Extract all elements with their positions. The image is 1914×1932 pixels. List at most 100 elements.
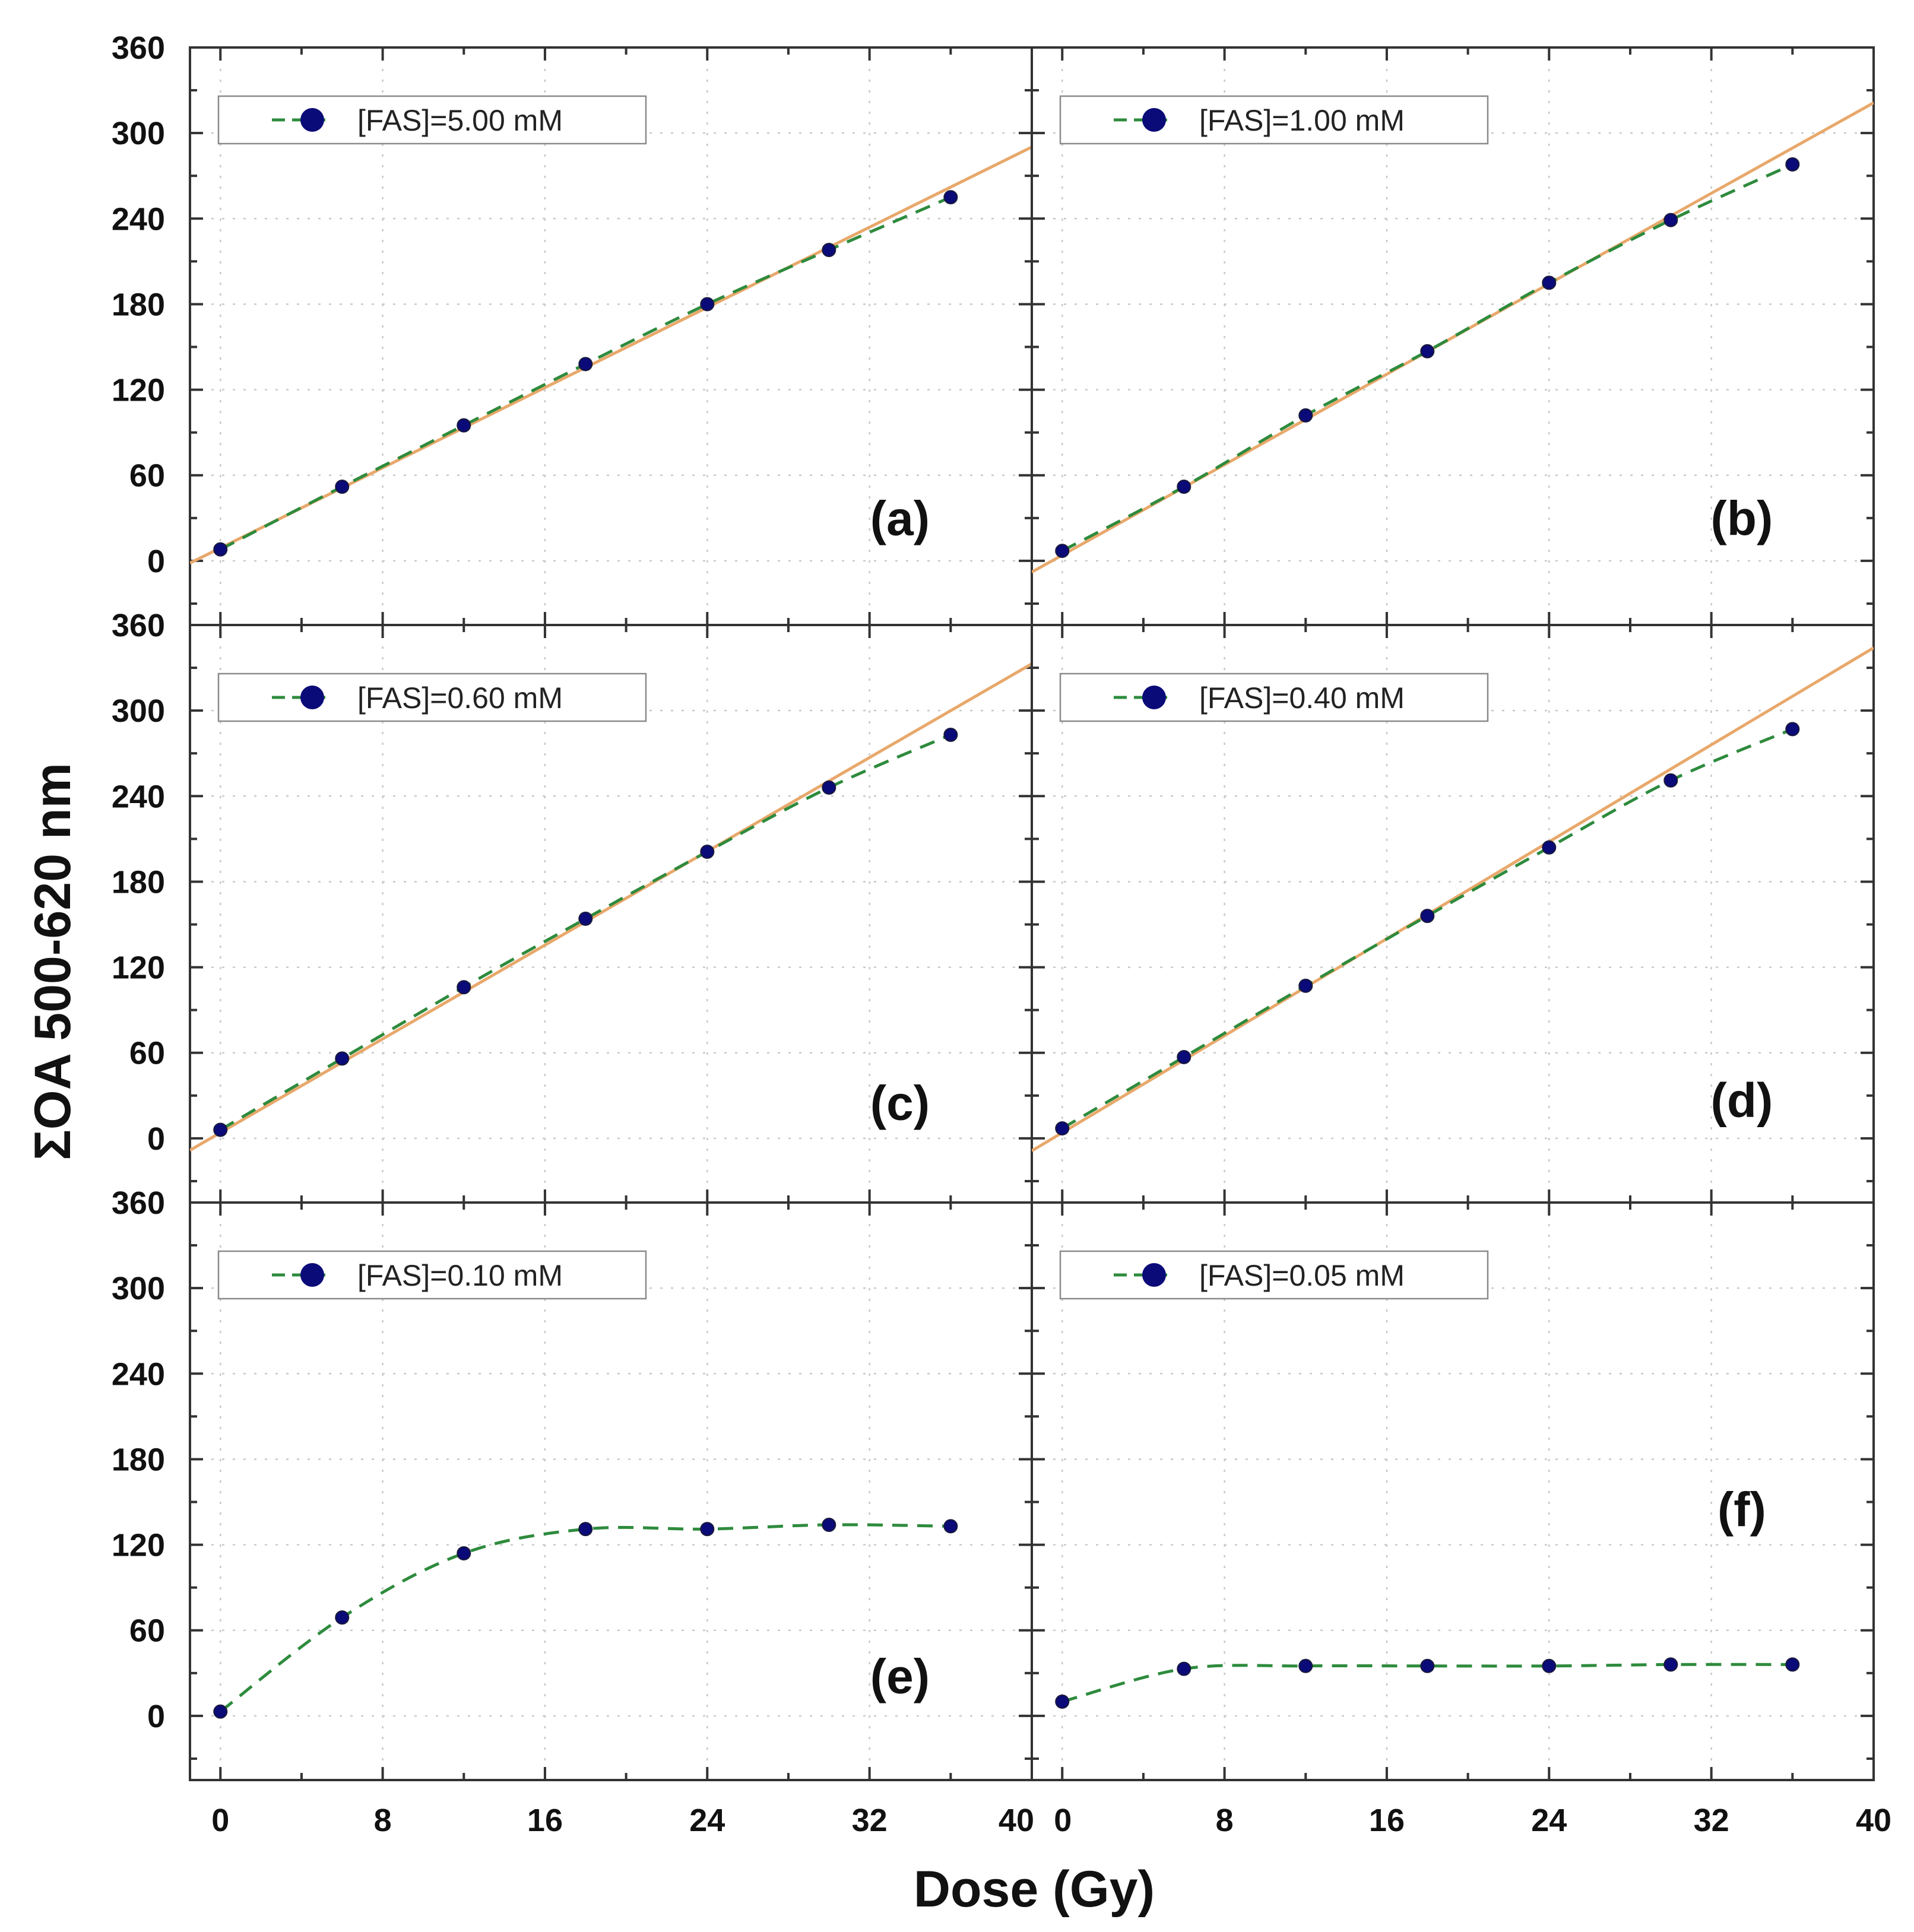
panel-tag: (e) xyxy=(870,1649,930,1703)
legend: [FAS]=0.05 mM xyxy=(1059,1250,1489,1300)
linear-fit-line xyxy=(1032,101,1874,574)
legend: [FAS]=0.60 mM xyxy=(217,672,647,722)
data-point xyxy=(943,727,958,742)
data-point xyxy=(1055,1694,1070,1709)
y-tick-label: 60 xyxy=(129,1036,165,1071)
legend-marker xyxy=(1142,1263,1166,1287)
legend-box xyxy=(1059,95,1489,145)
legend-box xyxy=(1059,672,1489,722)
data-point xyxy=(700,297,715,312)
x-tick-label: 0 xyxy=(211,1803,229,1838)
legend-box xyxy=(217,1250,647,1300)
series-dashed-line xyxy=(219,1523,951,1713)
linear-fit-line xyxy=(190,145,1032,564)
x-tick-label: 40 xyxy=(999,1803,1034,1838)
legend-marker xyxy=(1142,108,1166,132)
data-point xyxy=(1420,344,1435,359)
y-axis-title: ΣOA 500-620 nm xyxy=(24,763,81,1160)
y-tick-label: 60 xyxy=(129,458,165,494)
y-tick-label: 120 xyxy=(112,950,165,986)
data-point xyxy=(822,780,836,795)
data-point xyxy=(822,1517,836,1532)
data-point xyxy=(700,844,715,859)
y-tick-label: 180 xyxy=(112,864,165,900)
panel-a: 0 60 120 180 240 300 360 [FAS]=5.00 mM (a) xyxy=(112,30,1033,626)
data-point xyxy=(213,1122,228,1137)
x-tick-label: 32 xyxy=(1694,1803,1729,1838)
data-point xyxy=(213,1704,228,1719)
data-point xyxy=(943,1519,958,1534)
y-tick-label: 360 xyxy=(112,1185,165,1221)
plot-area xyxy=(1032,101,1874,574)
data-point xyxy=(822,243,836,258)
x-tick-label: 16 xyxy=(527,1803,563,1838)
legend-marker xyxy=(300,1263,324,1287)
plot-area xyxy=(213,1517,958,1719)
data-point xyxy=(1177,479,1192,494)
data-point xyxy=(213,542,228,557)
x-tick-label: 24 xyxy=(1531,1803,1567,1838)
y-tick-label: 300 xyxy=(112,116,165,151)
y-tick-label: 120 xyxy=(112,373,165,408)
y-tick-label: 60 xyxy=(129,1613,165,1649)
plot-area xyxy=(190,662,1032,1152)
data-point xyxy=(1177,1049,1192,1064)
panel-c: 0 60 120 180 240 300 360 [FAS]=0.60 mM (c) xyxy=(112,608,1033,1204)
legend-box xyxy=(217,672,647,722)
panel-d: [FAS]=0.40 mM (d) xyxy=(1031,624,1875,1204)
plot-area xyxy=(1055,1657,1800,1709)
y-tick-label: 180 xyxy=(112,1442,165,1477)
x-tick-label: 8 xyxy=(374,1803,392,1838)
legend-label: [FAS]=5.00 mM xyxy=(357,104,563,137)
panel-f: 0 8 16 24 32 40 [FAS]=0.05 mM (f) xyxy=(1031,1201,1891,1838)
x-tick-label: 40 xyxy=(1856,1803,1891,1838)
y-tick-label: 300 xyxy=(112,1271,165,1306)
legend: [FAS]=5.00 mM xyxy=(217,95,647,145)
y-tick-label: 180 xyxy=(112,287,165,322)
linear-fit-line xyxy=(190,662,1032,1152)
y-tick-label: 360 xyxy=(112,608,165,643)
data-point xyxy=(1298,978,1313,993)
data-point xyxy=(1177,1661,1192,1676)
data-point xyxy=(1055,1121,1070,1136)
data-point xyxy=(578,911,593,926)
linear-fit-line xyxy=(1032,646,1874,1153)
data-point xyxy=(578,1522,593,1537)
data-point xyxy=(700,1522,715,1537)
y-tick-label: 240 xyxy=(112,201,165,237)
legend-box xyxy=(1059,1250,1489,1300)
data-point xyxy=(1420,909,1435,924)
data-point xyxy=(1542,840,1557,855)
x-tick-label: 32 xyxy=(852,1803,888,1838)
y-tick-label: 240 xyxy=(112,1356,165,1392)
legend-label: [FAS]=0.60 mM xyxy=(357,681,563,715)
y-tick-label: 0 xyxy=(147,544,165,579)
data-point xyxy=(1785,1657,1800,1672)
data-point xyxy=(335,479,350,494)
data-point xyxy=(457,980,471,995)
data-point xyxy=(457,1546,471,1561)
panel-frame xyxy=(1031,1201,1875,1781)
panel-tag: (f) xyxy=(1717,1483,1766,1537)
panel-tag: (a) xyxy=(870,492,930,546)
legend-marker xyxy=(300,108,324,132)
y-tick-label: 300 xyxy=(112,693,165,729)
panel-b: [FAS]=1.00 mM (b) xyxy=(1031,46,1875,626)
series-dashed-line xyxy=(220,195,952,551)
panel-tag: (b) xyxy=(1711,492,1773,546)
x-tick-label: 0 xyxy=(1054,1803,1072,1838)
data-point xyxy=(1055,544,1070,559)
panel-tag: (d) xyxy=(1711,1074,1773,1128)
legend-label: [FAS]=0.05 mM xyxy=(1199,1259,1405,1292)
legend-marker xyxy=(1142,686,1166,709)
y-tick-label: 120 xyxy=(112,1528,165,1563)
y-tick-label: 0 xyxy=(147,1699,165,1734)
x-axis-title: Dose (Gy) xyxy=(914,1861,1155,1918)
y-tick-label: 0 xyxy=(147,1121,165,1157)
panel-tag: (c) xyxy=(870,1077,930,1131)
data-point xyxy=(943,190,958,205)
data-point xyxy=(1663,212,1678,227)
data-point xyxy=(1663,773,1678,788)
